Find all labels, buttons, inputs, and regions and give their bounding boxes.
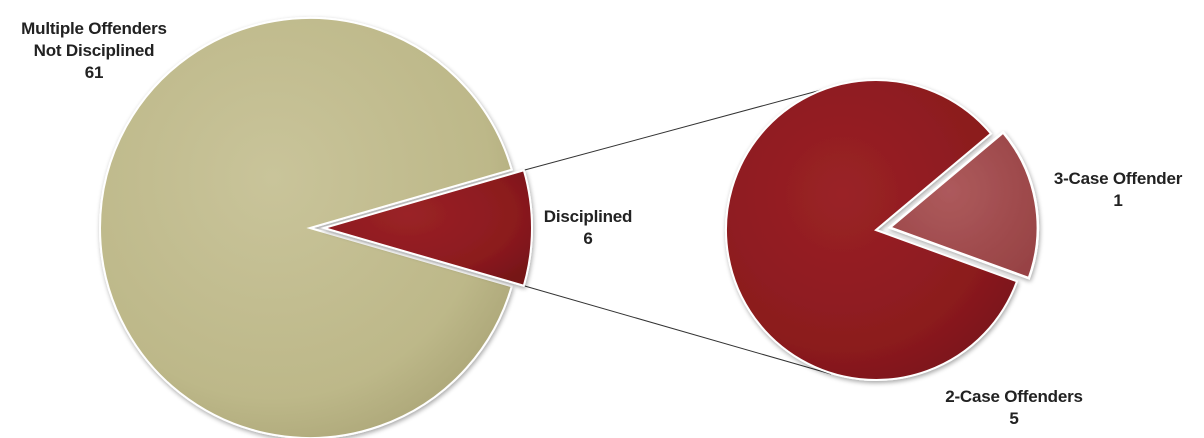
slice-multiple-offenders-not-disciplined: [99, 17, 513, 438]
slice-3-case-offender: [887, 130, 1040, 280]
main-pie: [99, 17, 534, 438]
label-2-case-offenders: 2-Case Offenders 5: [945, 387, 1083, 428]
connector-line-top: [523, 85, 837, 171]
label-2-case-offenders-line: 2-Case Offenders: [945, 387, 1083, 406]
slice-2-case-offenders: [724, 79, 1019, 381]
label-multiple-offenders-not-disciplined: Multiple Offenders Not Disciplined 61: [21, 19, 167, 82]
label-3-case-offender-value: 1: [1113, 191, 1122, 210]
label-multiple-offenders-not-disciplined-value: 61: [85, 63, 104, 82]
label-disciplined: Disciplined 6: [544, 207, 633, 248]
connector-line-bottom: [523, 285, 832, 375]
slice-labels: Multiple Offenders Not Disciplined 61Disci…: [21, 19, 1183, 428]
slice-disciplined: [320, 169, 534, 287]
label-disciplined-value: 6: [583, 229, 592, 248]
label-multiple-offenders-not-disciplined-line: Multiple Offenders: [21, 19, 167, 38]
connector-lines: [523, 85, 837, 375]
breakdown-pie: [724, 79, 1040, 381]
label-disciplined-line: Disciplined: [544, 207, 633, 226]
label-multiple-offenders-not-disciplined-line: Not Disciplined: [34, 41, 155, 60]
label-3-case-offender-line: 3-Case Offender: [1054, 169, 1183, 188]
label-2-case-offenders-value: 5: [1009, 409, 1018, 428]
label-3-case-offender: 3-Case Offender 1: [1054, 169, 1183, 210]
